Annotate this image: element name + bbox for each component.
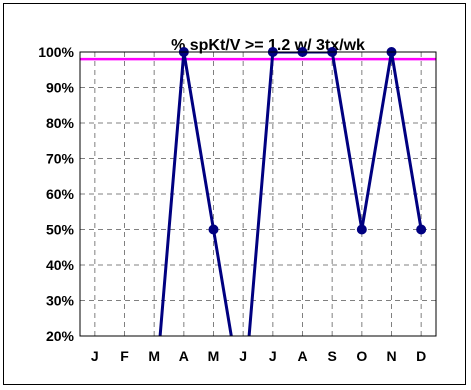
line-chart: % spKt/V >= 1.2 w/ 3tx/wk 20% 30% 40% 50% 60…: [38, 37, 437, 364]
series-layer: [158, 47, 427, 336]
x-tick-label: F: [120, 348, 129, 364]
series-line-segment: [212, 228, 233, 336]
y-tick-label: 70%: [46, 151, 75, 167]
series-line-segment: [330, 52, 364, 231]
series-line-segment: [182, 52, 215, 231]
data-point: [416, 224, 427, 235]
series-line-segment: [158, 52, 186, 336]
series-line-group: [158, 52, 423, 336]
x-tick-label: J: [239, 348, 247, 364]
x-tick-label: J: [91, 348, 99, 364]
chart-title: % spKt/V >= 1.2 w/ 3tx/wk: [171, 37, 365, 54]
x-tick-label: A: [297, 348, 307, 364]
x-tick-label: D: [416, 348, 426, 364]
y-tick-label: 50%: [46, 222, 75, 238]
series-line-segment: [390, 52, 423, 231]
x-tick-label: A: [179, 348, 189, 364]
series-line-segment: [247, 52, 275, 336]
y-tick-label: 90%: [46, 80, 75, 96]
data-point: [208, 224, 219, 235]
data-point: [356, 224, 367, 235]
x-tick-label: N: [386, 348, 396, 364]
plot-area-border: [79, 51, 437, 337]
x-tick-label: O: [356, 348, 367, 364]
y-tick-label: 20%: [46, 328, 75, 344]
y-tick-label: 80%: [46, 115, 75, 131]
grid-lines: [80, 52, 436, 336]
y-tick-label: 100%: [38, 44, 74, 60]
x-tick-label: M: [208, 348, 220, 364]
x-tick-label: M: [148, 348, 160, 364]
x-tick-label: S: [327, 348, 336, 364]
y-tick-label: 30%: [46, 293, 75, 309]
series-line-segment: [360, 52, 393, 231]
x-tick-label: J: [269, 348, 277, 364]
chart-frame: % spKt/V >= 1.2 w/ 3tx/wk 20% 30% 40% 50% 60…: [3, 3, 466, 385]
y-axis-tick-labels: 20% 30% 40% 50% 60% 70% 80% 90% 100%: [38, 44, 74, 344]
y-tick-label: 60%: [46, 186, 75, 202]
y-tick-label: 40%: [46, 257, 75, 273]
